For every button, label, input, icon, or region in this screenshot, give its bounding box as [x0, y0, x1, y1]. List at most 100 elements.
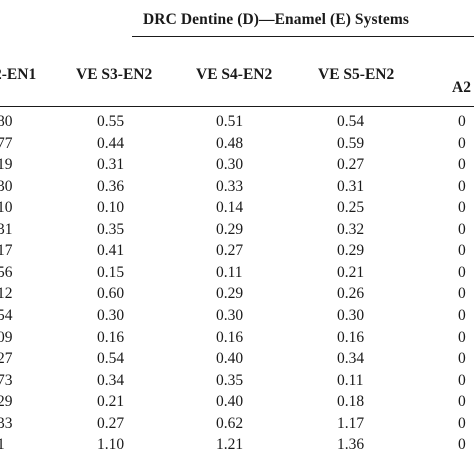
table-cell: 1.36: [337, 436, 365, 454]
table-cell: 0.16: [97, 328, 125, 346]
table-cell: 0: [458, 436, 466, 454]
table-cell: 73: [0, 371, 13, 389]
table-cell: 0.32: [337, 220, 365, 238]
table-cell: 0: [458, 414, 466, 432]
table-cell: 0: [458, 285, 466, 303]
table-cell: 0.34: [337, 350, 365, 368]
table-cell: 0.21: [337, 263, 365, 281]
table-cell: 0: [458, 199, 466, 217]
table-cell: 0.16: [337, 328, 365, 346]
table-cell: 0.25: [337, 199, 365, 217]
table-cell: 0: [458, 177, 466, 195]
table-cell: 0.27: [97, 414, 125, 432]
table-cell: 0: [458, 242, 466, 260]
table-cell: 0.41: [97, 242, 125, 260]
table-cell: 0.31: [337, 177, 365, 195]
table-cell: 1.10: [97, 436, 125, 454]
column-header-5: A2: [452, 79, 471, 96]
table-cell: 0: [458, 328, 466, 346]
table-cell: 1: [0, 436, 5, 454]
table-cell: 0.35: [97, 220, 125, 238]
table-cell: 56: [0, 263, 13, 281]
table-row: 1 1.10 1.21 1.36 0: [0, 434, 474, 456]
table-cell: 0.30: [337, 306, 365, 324]
group-title: DRC Dentine (D)—Enamel (E) Systems: [143, 11, 410, 28]
table-cell: 19: [0, 156, 13, 174]
table-cell: 09: [0, 328, 13, 346]
table-cell: 77: [0, 134, 13, 152]
table-cell: 0: [458, 350, 466, 368]
table-cell: 0.26: [337, 285, 365, 303]
table-cell: 0.31: [97, 156, 125, 174]
table-cell: 0.60: [97, 285, 125, 303]
table-cell: 0.54: [337, 113, 365, 130]
table-row: 29 0.21 0.40 0.18 0: [0, 391, 474, 413]
table-cell: 12: [0, 285, 13, 303]
table-row: 19 0.31 0.30 0.27 0: [0, 154, 474, 176]
group-header-rule: [132, 36, 474, 37]
table-cell: 1.17: [337, 414, 365, 432]
table-cell: 0.29: [337, 242, 365, 260]
table-cell: 0.55: [97, 113, 125, 130]
table-cell: 0: [458, 134, 466, 152]
table-cell: 0: [458, 220, 466, 238]
table-row: 54 0.30 0.30 0.30 0: [0, 305, 474, 327]
header-bottom-rule: [0, 106, 474, 107]
table-row: 56 0.15 0.11 0.21 0: [0, 262, 474, 284]
table-cell: 0.40: [216, 350, 244, 368]
table-cell: 0.40: [216, 393, 244, 411]
table-cell: 0.11: [337, 371, 364, 389]
table-cell: 80: [0, 113, 13, 130]
table-row: 17 0.41 0.27 0.29 0: [0, 240, 474, 262]
table-row: 77 0.44 0.48 0.59 0: [0, 133, 474, 155]
table-cell: 0.14: [216, 199, 244, 217]
table-row: 30 0.36 0.33 0.31 0: [0, 176, 474, 198]
column-header-4: VE S5-EN2: [318, 66, 395, 83]
column-header-3: VE S4-EN2: [196, 66, 273, 83]
table-cell: 0: [458, 371, 466, 389]
table-cell: 0.54: [97, 350, 125, 368]
table-row: 27 0.54 0.40 0.34 0: [0, 348, 474, 370]
table-row: 31 0.35 0.29 0.32 0: [0, 219, 474, 241]
column-header-2: VE S3-EN2: [76, 66, 153, 83]
table-cell: 54: [0, 306, 13, 324]
table-cell: 0.15: [97, 263, 125, 281]
table-cell: 0.27: [337, 156, 365, 174]
table-row: 12 0.60 0.29 0.26 0: [0, 283, 474, 305]
column-header-1: 2-EN1: [0, 66, 37, 83]
table-cell: 31: [0, 220, 13, 238]
table-cell: 27: [0, 350, 13, 368]
table-cell: 0.27: [216, 242, 244, 260]
table-cell: 0.48: [216, 134, 244, 152]
table-cell: 0.34: [97, 371, 125, 389]
table-cell: 10: [0, 199, 13, 217]
table-cell: 0.36: [97, 177, 125, 195]
table-cell: 0.30: [97, 306, 125, 324]
table-cell: 0.59: [337, 134, 365, 152]
table-cell: 0.21: [97, 393, 125, 411]
table-row: 09 0.16 0.16 0.16 0: [0, 327, 474, 349]
table-cell: 0.11: [216, 263, 243, 281]
table-row: 10 0.10 0.14 0.25 0: [0, 197, 474, 219]
table-cell: 0.29: [216, 285, 244, 303]
table-cell: 0: [458, 306, 466, 324]
table-cell: 0: [458, 263, 466, 281]
table-cell: 0: [458, 113, 466, 130]
table-cell: 0.62: [216, 414, 244, 432]
table-cell: 33: [0, 414, 13, 432]
table-cell: 0.10: [97, 199, 125, 217]
table-cell: 0.30: [216, 156, 244, 174]
table-cell: 29: [0, 393, 13, 411]
table-cell: 0.44: [97, 134, 125, 152]
table-row: 80 0.55 0.51 0.54 0: [0, 111, 474, 133]
table-cell: 0.18: [337, 393, 365, 411]
table-cell: 17: [0, 242, 13, 260]
table-cell: 0.29: [216, 220, 244, 238]
table-cell: 0: [458, 156, 466, 174]
table-cell: 0.30: [216, 306, 244, 324]
table-row: 33 0.27 0.62 1.17 0: [0, 413, 474, 435]
table-cell: 1.21: [216, 436, 244, 454]
table-cell: 0: [458, 393, 466, 411]
table-cell: 0.16: [216, 328, 244, 346]
